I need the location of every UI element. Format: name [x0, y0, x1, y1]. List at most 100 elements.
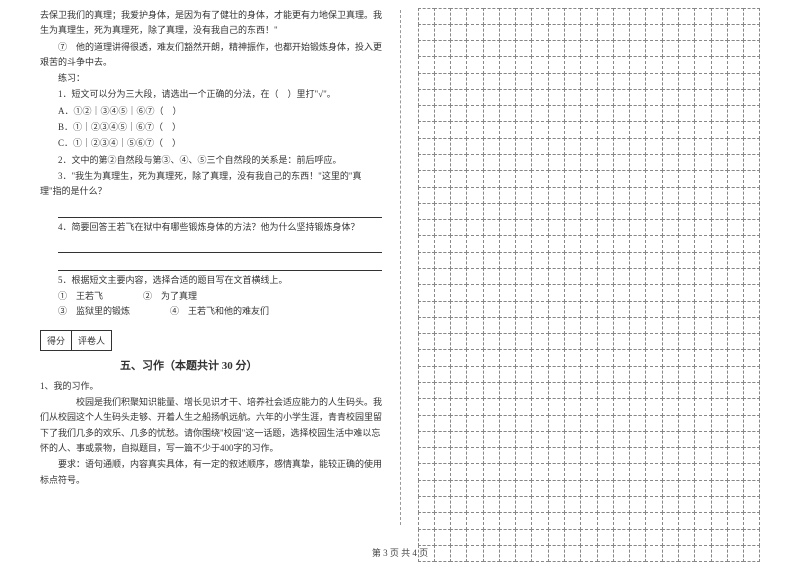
grid-cell[interactable] — [613, 40, 630, 57]
grid-cell[interactable] — [711, 366, 728, 383]
grid-cell[interactable] — [613, 480, 630, 497]
grid-cell[interactable] — [450, 447, 467, 464]
grid-cell[interactable] — [564, 431, 581, 448]
grid-cell[interactable] — [418, 480, 435, 497]
grid-cell[interactable] — [548, 431, 565, 448]
grid-cell[interactable] — [515, 203, 532, 220]
grid-cell[interactable] — [613, 252, 630, 269]
grid-cell[interactable] — [548, 73, 565, 90]
grid-cell[interactable] — [531, 463, 548, 480]
grid-cell[interactable] — [711, 170, 728, 187]
grid-cell[interactable] — [629, 40, 646, 57]
grid-cell[interactable] — [597, 73, 614, 90]
grid-cell[interactable] — [694, 463, 711, 480]
grid-cell[interactable] — [694, 187, 711, 204]
grid-cell[interactable] — [499, 40, 516, 57]
grid-cell[interactable] — [515, 431, 532, 448]
grid-cell[interactable] — [564, 496, 581, 513]
grid-cell[interactable] — [499, 219, 516, 236]
grid-cell[interactable] — [548, 235, 565, 252]
grid-cell[interactable] — [499, 170, 516, 187]
grid-cell[interactable] — [466, 529, 483, 546]
grid-cell[interactable] — [515, 187, 532, 204]
grid-cell[interactable] — [499, 235, 516, 252]
grid-cell[interactable] — [694, 105, 711, 122]
grid-cell[interactable] — [515, 366, 532, 383]
grid-cell[interactable] — [418, 73, 435, 90]
grid-cell[interactable] — [711, 187, 728, 204]
grid-cell[interactable] — [662, 105, 679, 122]
grid-cell[interactable] — [564, 349, 581, 366]
grid-cell[interactable] — [662, 56, 679, 73]
grid-cell[interactable] — [564, 301, 581, 318]
grid-cell[interactable] — [466, 219, 483, 236]
grid-cell[interactable] — [629, 301, 646, 318]
grid-cell[interactable] — [466, 463, 483, 480]
grid-cell[interactable] — [515, 512, 532, 529]
grid-cell[interactable] — [711, 431, 728, 448]
grid-cell[interactable] — [564, 105, 581, 122]
grid-cell[interactable] — [711, 252, 728, 269]
grid-cell[interactable] — [711, 268, 728, 285]
grid-cell[interactable] — [662, 154, 679, 171]
grid-cell[interactable] — [727, 317, 744, 334]
grid-cell[interactable] — [450, 105, 467, 122]
grid-cell[interactable] — [499, 268, 516, 285]
grid-cell[interactable] — [483, 56, 500, 73]
grid-cell[interactable] — [711, 398, 728, 415]
grid-cell[interactable] — [678, 496, 695, 513]
grid-cell[interactable] — [743, 301, 760, 318]
grid-cell[interactable] — [531, 415, 548, 432]
grid-cell[interactable] — [531, 187, 548, 204]
grid-cell[interactable] — [580, 447, 597, 464]
grid-cell[interactable] — [450, 512, 467, 529]
grid-cell[interactable] — [629, 89, 646, 106]
grid-cell[interactable] — [694, 415, 711, 432]
grid-cell[interactable] — [434, 24, 451, 41]
grid-cell[interactable] — [531, 366, 548, 383]
grid-cell[interactable] — [662, 398, 679, 415]
grid-cell[interactable] — [515, 496, 532, 513]
grid-cell[interactable] — [564, 73, 581, 90]
grid-cell[interactable] — [645, 284, 662, 301]
grid-cell[interactable] — [727, 40, 744, 57]
grid-cell[interactable] — [466, 56, 483, 73]
grid-cell[interactable] — [727, 447, 744, 464]
grid-cell[interactable] — [499, 89, 516, 106]
grid-cell[interactable] — [694, 301, 711, 318]
grid-cell[interactable] — [678, 349, 695, 366]
grid-cell[interactable] — [548, 447, 565, 464]
grid-cell[interactable] — [662, 415, 679, 432]
grid-cell[interactable] — [613, 529, 630, 546]
grid-cell[interactable] — [727, 105, 744, 122]
grid-cell[interactable] — [597, 24, 614, 41]
grid-cell[interactable] — [694, 398, 711, 415]
grid-cell[interactable] — [711, 463, 728, 480]
grid-cell[interactable] — [466, 496, 483, 513]
grid-cell[interactable] — [613, 138, 630, 155]
grid-cell[interactable] — [727, 382, 744, 399]
grid-cell[interactable] — [450, 40, 467, 57]
grid-cell[interactable] — [711, 382, 728, 399]
grid-cell[interactable] — [580, 73, 597, 90]
grid-cell[interactable] — [418, 333, 435, 350]
grid-cell[interactable] — [434, 73, 451, 90]
grid-cell[interactable] — [466, 382, 483, 399]
grid-cell[interactable] — [434, 301, 451, 318]
grid-cell[interactable] — [678, 56, 695, 73]
grid-cell[interactable] — [548, 170, 565, 187]
grid-cell[interactable] — [450, 73, 467, 90]
grid-cell[interactable] — [629, 366, 646, 383]
grid-cell[interactable] — [613, 268, 630, 285]
grid-cell[interactable] — [711, 24, 728, 41]
grid-cell[interactable] — [597, 268, 614, 285]
grid-cell[interactable] — [743, 8, 760, 25]
grid-cell[interactable] — [580, 8, 597, 25]
grid-cell[interactable] — [564, 121, 581, 138]
grid-cell[interactable] — [499, 415, 516, 432]
grid-cell[interactable] — [645, 219, 662, 236]
grid-cell[interactable] — [645, 138, 662, 155]
grid-cell[interactable] — [645, 398, 662, 415]
grid-cell[interactable] — [466, 8, 483, 25]
grid-cell[interactable] — [727, 268, 744, 285]
